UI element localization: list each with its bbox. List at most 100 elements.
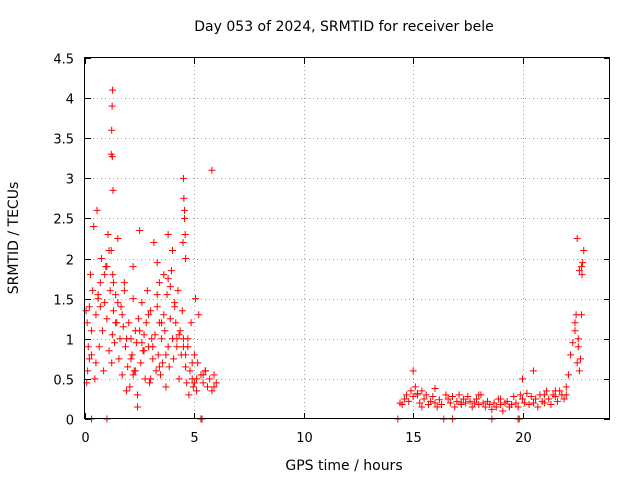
data-point	[429, 393, 437, 401]
data-point	[118, 311, 126, 319]
y-tick-label: 4	[66, 93, 74, 108]
data-point	[181, 206, 189, 214]
data-point	[179, 239, 187, 247]
data-point	[109, 279, 117, 287]
data-point	[112, 319, 120, 327]
x-axis-label: GPS time / hours	[285, 458, 402, 474]
data-point	[160, 311, 168, 319]
data-point	[418, 403, 426, 411]
data-point	[178, 307, 186, 315]
x-tick-label: 20	[515, 431, 532, 446]
data-point	[173, 335, 181, 343]
data-point	[191, 295, 199, 303]
data-point	[567, 351, 575, 359]
data-point	[91, 375, 99, 383]
data-point	[540, 391, 548, 399]
data-point	[503, 397, 511, 405]
data-point	[129, 295, 137, 303]
chart-title: Day 053 of 2024, SRMTID for receiver bel…	[194, 19, 493, 35]
data-point	[153, 291, 161, 299]
data-point	[129, 371, 137, 379]
data-point	[108, 359, 116, 367]
data-point	[431, 385, 439, 393]
data-point	[88, 351, 96, 359]
data-point	[153, 303, 161, 311]
data-point	[182, 255, 190, 263]
data-point	[138, 339, 146, 347]
data-point	[575, 367, 583, 375]
data-point	[400, 395, 408, 403]
data-point	[95, 343, 103, 351]
data-point	[180, 194, 188, 202]
data-point	[574, 343, 582, 351]
data-point	[488, 405, 496, 413]
data-point	[164, 230, 172, 238]
data-point	[146, 379, 154, 387]
data-point	[136, 327, 144, 335]
data-point	[88, 327, 96, 335]
data-point	[470, 399, 478, 407]
data-point	[92, 359, 100, 367]
data-point	[164, 343, 172, 351]
data-point	[124, 363, 132, 371]
data-point	[118, 371, 126, 379]
data-point	[150, 239, 158, 247]
data-point	[171, 299, 179, 307]
data-point	[85, 303, 93, 311]
data-point	[475, 401, 483, 409]
data-point	[466, 397, 474, 405]
data-point	[120, 287, 128, 295]
data-point	[468, 403, 476, 411]
data-point	[84, 367, 92, 375]
data-point	[479, 399, 487, 407]
data-point	[158, 335, 166, 343]
data-point	[514, 403, 522, 411]
data-point	[170, 355, 178, 363]
x-tick-label: 0	[81, 431, 89, 446]
data-point	[580, 247, 588, 255]
y-tick-label: 2.5	[53, 213, 74, 228]
data-point	[184, 335, 192, 343]
data-point	[108, 331, 116, 339]
data-point	[459, 395, 467, 403]
data-point	[108, 126, 116, 134]
data-point	[414, 391, 421, 399]
data-point	[175, 331, 183, 339]
data-point	[117, 303, 125, 311]
y-tick-label: 3.5	[53, 133, 74, 148]
data-point	[431, 399, 439, 407]
data-point	[519, 395, 526, 403]
data-point	[562, 391, 570, 399]
data-point	[560, 395, 568, 403]
data-point	[427, 397, 435, 405]
data-point	[152, 367, 160, 375]
data-point	[103, 263, 111, 271]
data-point	[208, 166, 216, 174]
y-tick-label: 3	[66, 173, 74, 188]
data-point	[153, 259, 161, 267]
data-point	[527, 393, 535, 401]
data-point	[127, 355, 135, 363]
data-point	[158, 319, 166, 327]
data-point	[547, 401, 555, 409]
data-point	[409, 393, 417, 401]
data-point	[100, 367, 108, 375]
data-point	[574, 335, 582, 343]
y-tick-label: 4.5	[53, 53, 74, 68]
data-point	[576, 355, 584, 363]
data-point	[112, 291, 120, 299]
data-point	[86, 271, 94, 279]
data-point	[398, 401, 406, 409]
data-point	[93, 206, 101, 214]
data-point	[543, 387, 551, 395]
data-point	[449, 393, 456, 401]
data-point	[186, 367, 194, 375]
y-tick-label: 2	[66, 254, 74, 269]
data-point	[183, 379, 191, 387]
data-point	[167, 267, 175, 275]
data-point	[199, 371, 207, 379]
data-point	[578, 271, 586, 279]
data-point	[176, 327, 184, 335]
data-point	[569, 339, 577, 347]
